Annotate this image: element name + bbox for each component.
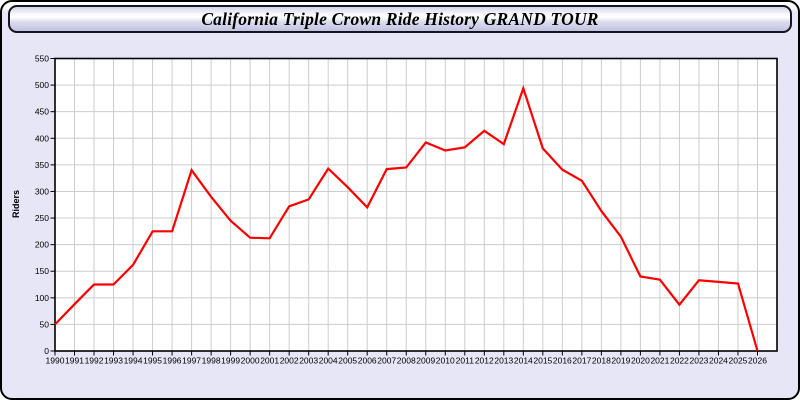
x-tick-label: 1997 [182, 356, 201, 366]
y-tick-label: 550 [35, 54, 49, 64]
x-tick-label: 1992 [85, 356, 104, 366]
x-tick-label: 2022 [670, 356, 689, 366]
y-tick-label: 350 [35, 160, 49, 170]
x-tick-label: 2005 [338, 356, 357, 366]
chart-title: California Triple Crown Ride History GRA… [201, 8, 599, 29]
x-tick-label: 2010 [436, 356, 455, 366]
x-tick-label: 1998 [202, 356, 221, 366]
x-tick-label: 2009 [416, 356, 435, 366]
y-tick-label: 200 [35, 240, 49, 250]
x-tick-label: 2025 [729, 356, 748, 366]
x-tick-label: 1994 [124, 356, 143, 366]
x-tick-label: 2023 [689, 356, 708, 366]
x-tick-label: 2018 [592, 356, 611, 366]
x-tick-label: 2004 [319, 356, 338, 366]
y-tick-label: 400 [35, 133, 49, 143]
x-tick-label: 2026 [748, 356, 767, 366]
x-tick-label: 2001 [260, 356, 279, 366]
x-tick-label: 2024 [709, 356, 728, 366]
x-tick-label: 2012 [475, 356, 494, 366]
x-tick-label: 1991 [65, 356, 84, 366]
y-tick-label: 0 [44, 346, 49, 356]
x-tick-label: 2011 [456, 356, 475, 366]
y-tick-label: 150 [35, 266, 49, 276]
plot-border [54, 57, 778, 352]
y-tick-label: 300 [35, 186, 49, 196]
plot-area [55, 58, 777, 351]
x-tick-label: 2006 [358, 356, 377, 366]
x-tick-label: 2020 [631, 356, 650, 366]
x-tick-label: 2019 [611, 356, 630, 366]
x-tick-label: 2016 [553, 356, 572, 366]
x-tick-label: 2021 [650, 356, 669, 366]
x-tick-label: 1999 [221, 356, 240, 366]
x-tick-label: 1995 [143, 356, 162, 366]
riders-data-line [54, 84, 759, 352]
y-tick-label: 100 [35, 293, 49, 303]
y-tick-label: 500 [35, 80, 49, 90]
x-tick-label: 2017 [572, 356, 591, 366]
x-tick-label: 2013 [494, 356, 513, 366]
x-tick-label: 2000 [241, 356, 260, 366]
x-tick-label: 1996 [163, 356, 182, 366]
x-tick-label: 2007 [377, 356, 396, 366]
x-tick-label: 2003 [299, 356, 318, 366]
x-tick-label: 2014 [514, 356, 533, 366]
y-axis-label: Riders [11, 190, 21, 218]
x-tick-label: 2002 [280, 356, 299, 366]
x-tick-label: 1990 [46, 356, 65, 366]
x-tick-label: 2015 [533, 356, 552, 366]
title-bar: California Triple Crown Ride History GRA… [8, 5, 792, 33]
y-tick-label: 450 [35, 107, 49, 117]
x-tick-label: 2008 [397, 356, 416, 366]
y-tick-label: 250 [35, 213, 49, 223]
y-tick-label: 50 [40, 319, 50, 329]
x-tick-label: 1993 [104, 356, 123, 366]
